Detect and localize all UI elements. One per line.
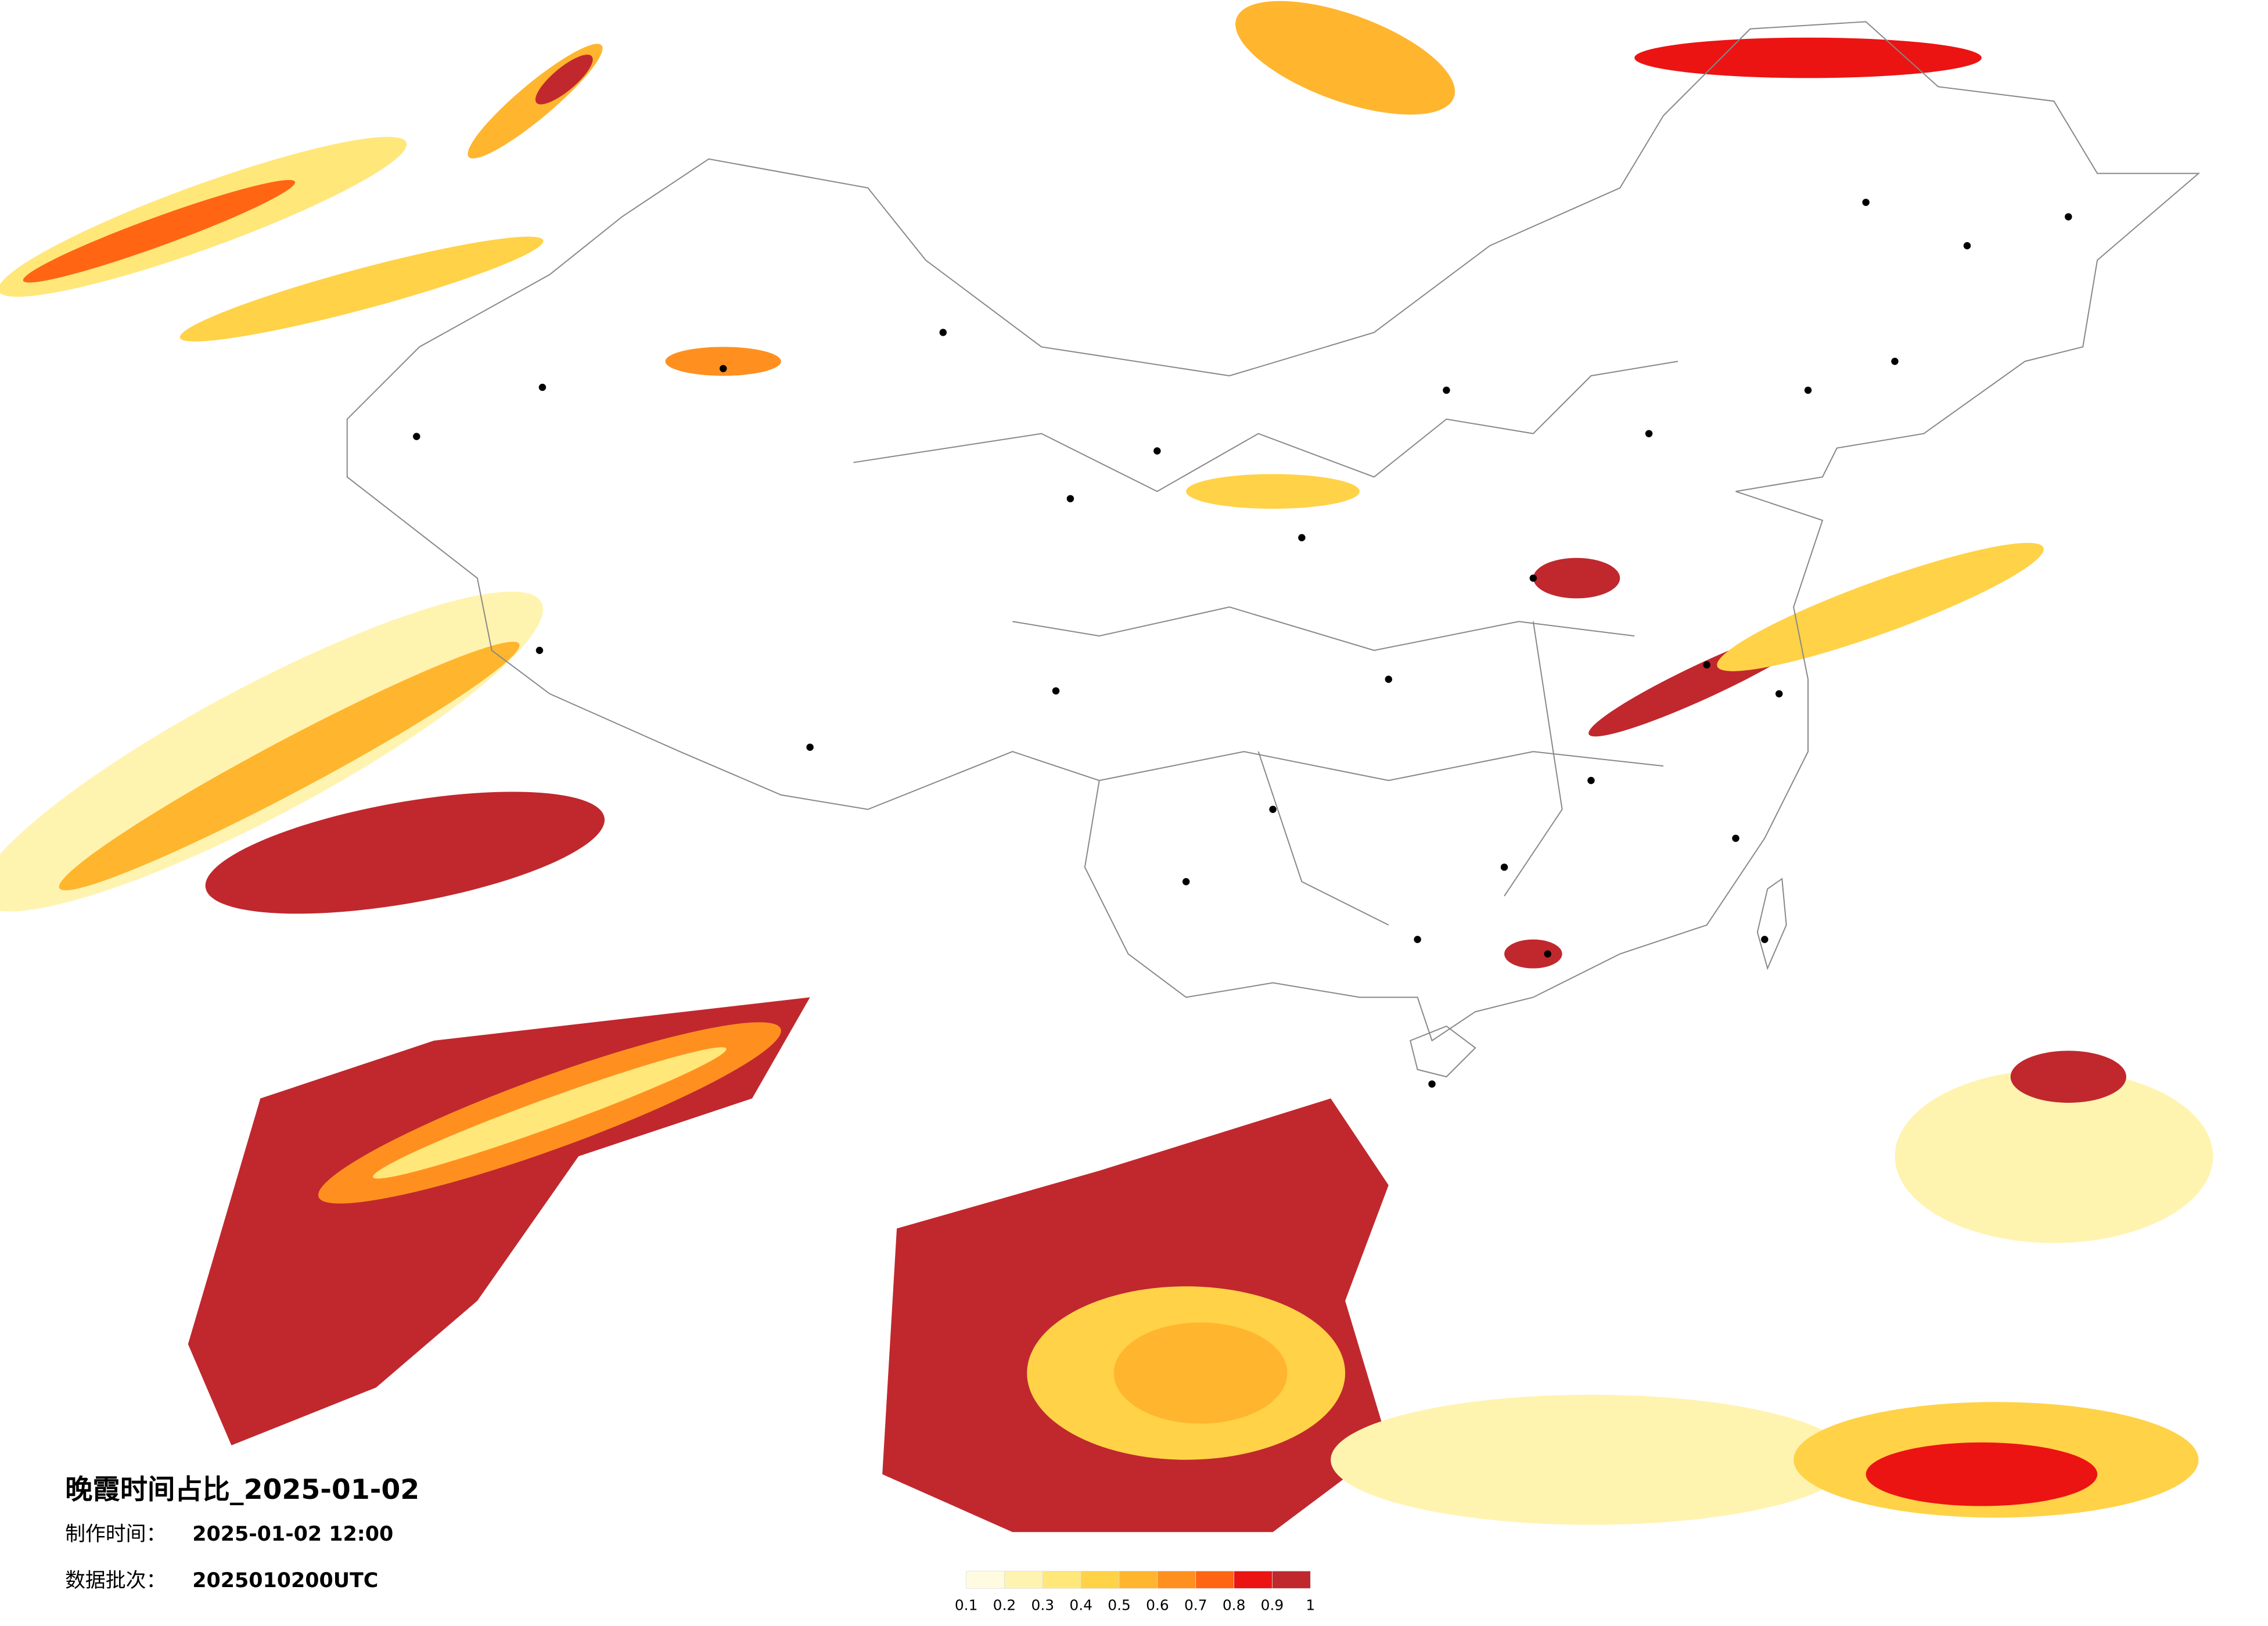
legend-swatch	[1234, 1571, 1273, 1589]
legend-swatch	[1080, 1571, 1120, 1589]
legend-swatch	[1272, 1571, 1311, 1589]
legend-tick-label: 0.8	[1223, 1597, 1246, 1614]
legend-tick-label: 0.1	[955, 1597, 978, 1614]
city-dots	[413, 199, 2072, 1088]
legend-tick-label: 1	[1306, 1597, 1315, 1614]
legend-tick-label: 0.2	[993, 1597, 1016, 1614]
production-time-label: 制作时间：	[65, 1523, 166, 1546]
legend-tick-label: 0.3	[1031, 1597, 1055, 1614]
legend-tick-label: 0.5	[1108, 1597, 1131, 1614]
boundaries	[346, 21, 2201, 1078]
legend: 0.1 0.2 0.3 0.4 0.5 0.6 0.7 0.8 0.9 1	[955, 1571, 1315, 1614]
legend-swatch	[1195, 1571, 1234, 1589]
legend-tick-label: 0.7	[1184, 1597, 1207, 1614]
legend-tick-label: 0.9	[1261, 1597, 1284, 1614]
legend-swatch	[966, 1571, 1005, 1589]
map-title: 晚霞时间占比_2025-01-02	[65, 1474, 419, 1506]
legend-tick-label: 0.6	[1146, 1597, 1169, 1614]
legend-swatch	[1119, 1571, 1158, 1589]
legend-tick-label: 0.4	[1069, 1597, 1092, 1614]
data-batch-value: 2025010200UTC	[192, 1569, 378, 1592]
legend-swatch	[1157, 1571, 1196, 1589]
legend-swatch	[1004, 1571, 1043, 1589]
heatmap	[0, 1, 2213, 1533]
production-time-value: 2025-01-02 12:00	[192, 1523, 393, 1546]
data-batch-label: 数据批次：	[65, 1569, 166, 1592]
legend-swatch	[1042, 1571, 1081, 1589]
